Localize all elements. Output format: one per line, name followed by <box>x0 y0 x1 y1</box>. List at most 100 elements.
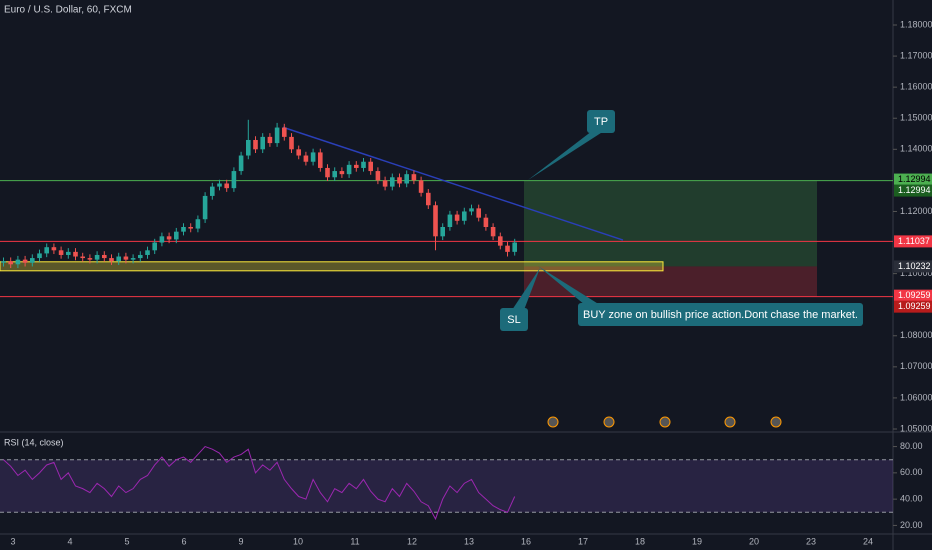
candle-body <box>152 242 157 251</box>
candle-body <box>109 258 114 262</box>
candle-body <box>224 183 229 189</box>
x-tick-label: 18 <box>635 536 645 546</box>
candle-body <box>159 236 165 243</box>
rsi-tick-label: 60.00 <box>900 467 923 477</box>
y-tick-label: 1.08000 <box>900 330 932 340</box>
x-tick-label: 11 <box>350 536 359 546</box>
x-tick-label: 20 <box>749 536 759 546</box>
candle-body <box>339 171 345 175</box>
candle-body <box>454 214 460 221</box>
candle-body <box>325 167 330 178</box>
x-tick-label: 6 <box>181 536 186 546</box>
candle-body <box>44 247 49 254</box>
candle-body <box>498 236 503 246</box>
candle-body <box>253 139 258 150</box>
take-profit-area <box>524 180 817 267</box>
callout-box <box>500 308 528 331</box>
candle-body <box>382 180 388 187</box>
candle-body <box>447 214 453 227</box>
candle-body <box>22 259 28 263</box>
candle-body <box>66 251 71 255</box>
y-tick-label: 1.15000 <box>900 113 932 123</box>
price-badge-label: 1.09259 <box>898 301 931 311</box>
callout-text: SL <box>507 314 520 326</box>
y-tick-label: 1.05000 <box>900 423 932 433</box>
candle-body <box>440 227 445 237</box>
candle-body <box>73 251 78 257</box>
y-tick-label: 1.18000 <box>900 19 932 29</box>
candle-body <box>94 254 100 260</box>
candle-body <box>505 245 510 252</box>
x-tick-label: 10 <box>293 536 303 546</box>
candle-body <box>231 171 237 189</box>
candle-body <box>267 136 273 144</box>
candle-body <box>217 183 222 187</box>
x-tick-label: 16 <box>521 536 531 546</box>
rsi-line <box>3 445 516 521</box>
candle-body <box>181 227 186 232</box>
price-badge <box>894 184 932 197</box>
candle-body <box>303 155 309 162</box>
candle-body <box>246 139 251 156</box>
x-tick-label: 5 <box>124 536 129 546</box>
event-icon <box>547 416 559 428</box>
y-tick-label: 1.10000 <box>900 268 932 278</box>
candle-body <box>411 174 417 181</box>
callout-text: BUY zone on bullish price action.Dont ch… <box>583 309 858 321</box>
events <box>547 416 782 428</box>
candle-body <box>87 258 93 260</box>
candle-body <box>123 256 129 260</box>
candle-body <box>102 254 107 259</box>
candle-body <box>418 180 424 193</box>
rsi-tick-label: 20.00 <box>900 520 923 530</box>
y-tick-label: 1.12000 <box>900 206 932 216</box>
price-badge <box>894 260 932 273</box>
x-tick-label: 9 <box>238 536 243 546</box>
candle-body <box>238 155 244 172</box>
y-tick-label: 1.16000 <box>900 82 932 92</box>
event-icon <box>659 416 671 428</box>
x-tick-label: 4 <box>67 536 72 546</box>
candle-body <box>476 208 481 218</box>
candle-body <box>390 177 395 187</box>
candle-body <box>202 195 208 220</box>
callout-text: TP <box>594 116 608 128</box>
price-badge <box>894 235 932 248</box>
chart-title: Euro / U.S. Dollar, 60, FXCM <box>4 5 132 16</box>
candle-body <box>361 161 366 168</box>
candle-body <box>274 127 280 144</box>
y-tick-label: 1.17000 <box>900 50 932 60</box>
candle-body <box>210 186 215 196</box>
price-badge-label: 1.09259 <box>898 290 931 300</box>
candle-body <box>166 236 172 240</box>
candle-body <box>512 242 517 252</box>
price-badge-label: 1.12994 <box>898 174 931 184</box>
event-icon <box>603 416 615 428</box>
price-badge <box>894 289 932 302</box>
event-icon <box>770 416 782 428</box>
price-badge-label: 1.12994 <box>898 185 931 195</box>
candle-body <box>332 171 337 178</box>
candle-body <box>310 152 316 162</box>
x-tick-label: 12 <box>407 536 417 546</box>
event-icon <box>724 416 736 428</box>
price-badge-label: 1.10232 <box>898 261 931 271</box>
candle-body <box>188 227 193 229</box>
candle-body <box>51 247 57 251</box>
candle-body <box>8 261 13 265</box>
candle-body <box>404 174 409 184</box>
candle-body <box>483 217 489 227</box>
candle-body <box>130 258 136 260</box>
candle-body <box>354 164 359 168</box>
x-tick-label: 3 <box>10 536 15 546</box>
callout-pointer <box>512 268 540 310</box>
candle-body <box>145 250 150 255</box>
candle-body <box>37 253 42 259</box>
rsi-band-fill <box>0 459 893 513</box>
x-tick-label: 17 <box>578 536 588 546</box>
y-tick-label: 1.06000 <box>900 392 932 402</box>
candle-body <box>289 136 294 150</box>
